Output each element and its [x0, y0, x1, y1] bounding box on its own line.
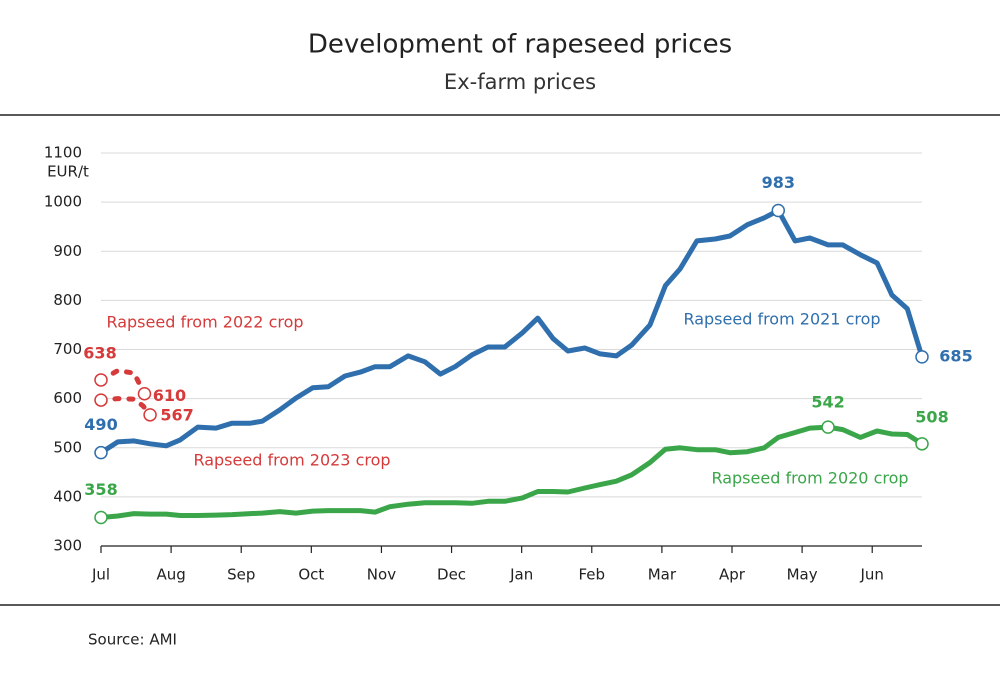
point-marker [143, 408, 157, 422]
series-line [98, 368, 147, 397]
data-label: 567 [160, 405, 193, 424]
point-marker [94, 373, 108, 387]
y-tick-label: 300 [53, 537, 82, 555]
data-label: 542 [811, 393, 844, 412]
point-marker [94, 445, 108, 460]
series-line [98, 396, 153, 418]
x-tick-label: Mar [648, 566, 677, 584]
y-tick-label: 1000 [44, 193, 82, 211]
data-label: 983 [762, 173, 795, 192]
x-tick-label: Feb [578, 566, 605, 584]
point-marker [771, 203, 786, 218]
series-label: Rapseed from 2020 crop [711, 469, 908, 488]
chart-title: Development of rapeseed prices [308, 30, 732, 60]
y-tick-label: 1100 [44, 144, 82, 162]
x-tick-label: Nov [367, 566, 396, 584]
chart-subtitle: Ex-farm prices [444, 70, 596, 94]
x-tick-label: Apr [719, 566, 746, 584]
series-label: Rapseed from 2023 crop [193, 451, 390, 470]
series-label: Rapseed from 2022 crop [106, 313, 303, 332]
series-label: Rapseed from 2021 crop [683, 310, 880, 329]
y-tick-label: 900 [53, 242, 82, 260]
data-label: 685 [939, 346, 972, 365]
data-label: 638 [83, 343, 116, 362]
y-tick-label: 400 [53, 487, 82, 505]
x-tick-label: Jul [91, 566, 110, 584]
data-label: 358 [84, 480, 117, 499]
data-label: 508 [915, 407, 948, 426]
x-tick-label: Oct [298, 566, 324, 584]
y-tick-label: 700 [53, 340, 82, 358]
point-marker [137, 386, 152, 401]
x-tick-label: Dec [437, 566, 466, 584]
data-label: 490 [84, 415, 117, 434]
x-tick-label: Sep [227, 566, 255, 584]
point-marker [94, 510, 108, 525]
point-marker [821, 420, 835, 434]
source: Source: AMI [88, 631, 177, 649]
y-unit: EUR/t [47, 163, 89, 181]
data-label: 610 [153, 386, 186, 405]
point-marker [915, 350, 929, 364]
x-tick-label: Aug [156, 566, 185, 584]
y-tick-label: 800 [53, 291, 82, 309]
x-tick-label: Jun [860, 566, 884, 584]
x-tick-label: Jan [509, 566, 533, 584]
series-line [98, 424, 925, 520]
series-line [98, 208, 925, 456]
y-tick-label: 500 [53, 438, 82, 456]
x-tick-label: May [787, 566, 818, 584]
point-marker [915, 437, 929, 451]
point-marker [94, 393, 108, 407]
y-tick-label: 600 [53, 389, 82, 407]
